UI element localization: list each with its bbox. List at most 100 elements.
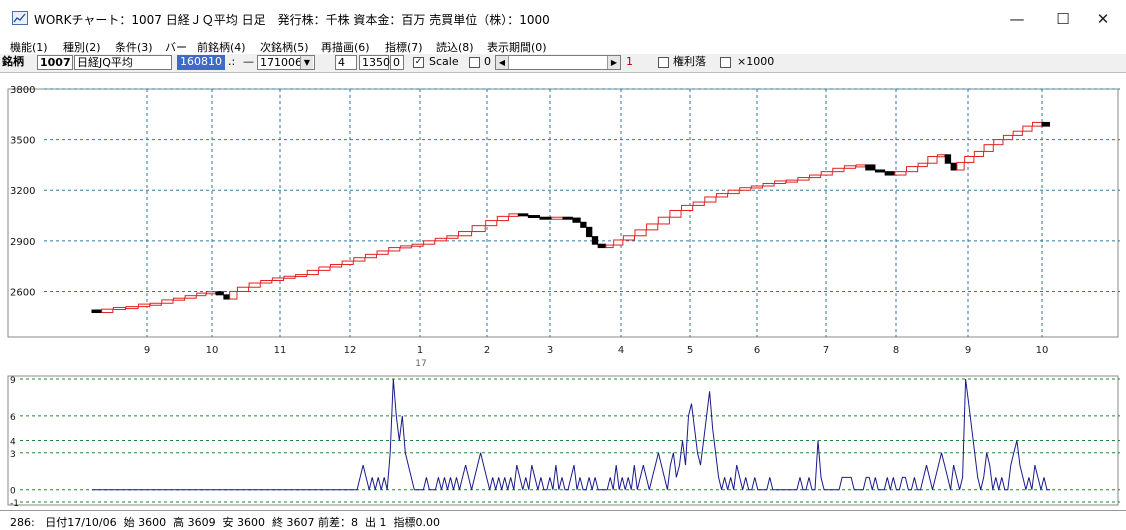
month-tick-label: 9 — [965, 345, 971, 356]
price-candle — [797, 177, 810, 181]
price-candle — [229, 290, 238, 300]
price-candle — [774, 180, 787, 184]
x1000-checkbox[interactable] — [720, 57, 731, 68]
month-tick-label: 6 — [754, 345, 760, 356]
menu-indicator[interactable]: 指標(7) — [385, 41, 423, 54]
chart-area: 9 10 11 12 1 2 3 4 5 6 7 8 9 10 17 3800 3500 3200 2900 2600… — [0, 72, 1126, 510]
price-candle — [496, 215, 509, 222]
price-candle — [161, 299, 174, 304]
price-candle — [681, 204, 694, 211]
end-date-select[interactable]: 171006 ▼ — [257, 55, 315, 70]
price-candle — [646, 223, 659, 231]
mid-checkbox[interactable] — [469, 57, 480, 68]
price-candle — [423, 240, 436, 245]
price-candle — [125, 306, 139, 310]
price-candle — [562, 216, 573, 220]
price-candle — [1041, 121, 1051, 127]
month-tick-label: 12 — [344, 345, 357, 356]
price-candle — [591, 236, 599, 245]
price-candle — [215, 291, 224, 296]
price-candle — [184, 295, 197, 299]
price-candle — [388, 247, 401, 252]
scroll-bar[interactable]: ◀ ▶ — [495, 55, 621, 70]
x1000-label: ×1000 — [737, 55, 775, 68]
price-candle — [527, 215, 540, 219]
window-title: WORKチャート：1007 日経ＪＱ平均 日足 発行株：千株 資本金：百万 売買… — [34, 13, 550, 27]
menu-next-stock[interactable]: 次銘柄(5) — [260, 41, 309, 54]
price-candle — [973, 150, 985, 157]
price-candle — [91, 309, 102, 314]
zero-field[interactable]: 0 — [390, 55, 404, 70]
price-candle — [446, 235, 459, 239]
price-candle — [471, 225, 486, 233]
price-candle — [884, 171, 895, 176]
price-candle — [236, 286, 250, 292]
width-field[interactable]: 1350 — [359, 55, 390, 70]
price-candle — [874, 169, 886, 173]
close-button[interactable]: ✕ — [1096, 9, 1110, 28]
price-candle — [172, 297, 186, 301]
price-candle — [283, 275, 296, 279]
price-candle — [295, 274, 308, 278]
date-range-dash: — — [243, 55, 254, 68]
scale-checkbox[interactable]: ✓ — [413, 57, 424, 68]
price-tick-label: 2900 — [10, 237, 35, 248]
menu-prev-stock[interactable]: 前銘柄(4) — [197, 41, 246, 54]
price-candle — [1022, 125, 1033, 132]
scroll-left-icon[interactable]: ◀ — [496, 56, 509, 69]
price-candle — [669, 209, 682, 218]
price-candle — [138, 303, 151, 308]
chevron-down-icon[interactable]: ▼ — [300, 56, 313, 69]
price-candle — [785, 179, 798, 183]
indicator-line — [92, 378, 1050, 491]
menu-redraw[interactable]: 再描画(6) — [321, 41, 370, 54]
app-chart-icon — [12, 11, 28, 25]
scale-label: Scale — [429, 55, 459, 68]
price-candle — [944, 154, 952, 164]
period-field[interactable]: 4 — [335, 55, 357, 70]
month-tick-label: 11 — [274, 345, 287, 356]
price-candle — [458, 231, 473, 237]
menu-type[interactable]: 種別(2) — [63, 41, 101, 54]
menu-bar-item[interactable]: バー — [165, 41, 187, 54]
stock-name-field[interactable]: 日経JQ平均 — [74, 55, 172, 70]
status-text: 286: 日付17/10/06 始 3600 高 3609 安 3600 終 3… — [10, 516, 440, 529]
price-chart[interactable]: 9 10 11 12 1 2 3 4 5 6 7 8 9 101738003500320029002600… — [0, 72, 1126, 510]
price-candle — [613, 239, 624, 246]
rights-label: 権利落 — [673, 55, 706, 68]
price-candle — [248, 282, 261, 288]
rights-checkbox[interactable] — [658, 57, 669, 68]
menu-load[interactable]: 読込(8) — [436, 41, 474, 54]
menu-condition[interactable]: 条件(3) — [115, 41, 153, 54]
title-bar: WORKチャート：1007 日経ＪＱ平均 日足 発行株：千株 資本金：百万 売買… — [0, 0, 1126, 37]
price-tick-label: 3500 — [10, 136, 35, 147]
price-candle — [605, 244, 614, 249]
stock-label: 銘柄 — [2, 55, 24, 68]
menu-functions[interactable]: 機能(1) — [10, 41, 48, 54]
price-candle — [580, 221, 587, 228]
price-candle — [330, 263, 343, 268]
price-candle — [260, 279, 273, 284]
month-tick-label: 10 — [206, 345, 219, 356]
month-tick-label: 7 — [823, 345, 829, 356]
price-tick-label: 3800 — [10, 85, 35, 96]
price-candle — [411, 243, 424, 247]
scroll-right-icon[interactable]: ▶ — [607, 56, 620, 69]
maximize-button[interactable]: ☐ — [1056, 9, 1070, 28]
month-tick-label: 4 — [618, 345, 624, 356]
price-candle — [905, 166, 919, 173]
month-tick-label: 5 — [687, 345, 693, 356]
price-candle — [917, 162, 928, 168]
price-candle — [993, 139, 1004, 146]
status-bar: 286: 日付17/10/06 始 3600 高 3609 安 3600 終 3… — [0, 510, 1126, 530]
indicator-tick-label: 3 — [10, 450, 16, 460]
minimize-button[interactable]: — — [1009, 9, 1025, 28]
menu-display-period[interactable]: 表示期間(0) — [487, 41, 547, 54]
price-candle — [364, 253, 378, 259]
price-candle — [1002, 134, 1014, 141]
price-candle — [149, 302, 162, 306]
stock-code-field[interactable]: 1007 — [37, 55, 73, 70]
price-candle — [634, 229, 647, 237]
start-date-field[interactable]: 160810 — [177, 55, 225, 70]
price-candle — [518, 213, 529, 217]
